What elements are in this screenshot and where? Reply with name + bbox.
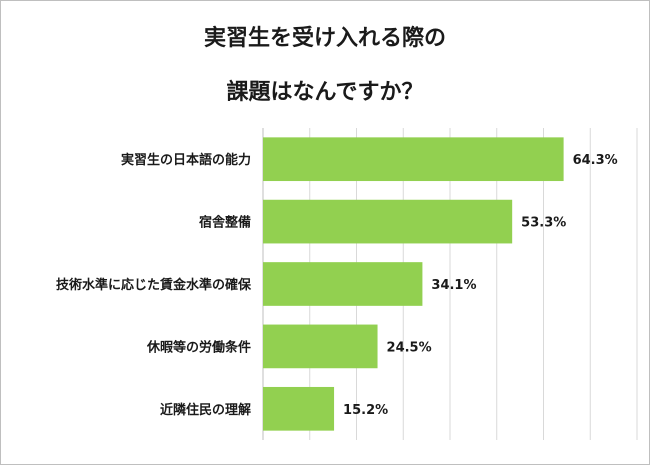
bar <box>263 262 423 306</box>
bar <box>263 324 378 369</box>
category-label: 実習生の日本語の能力 <box>121 152 251 168</box>
category-label: 技術水準に応じた賃金水準の確保 <box>56 277 252 293</box>
category-label: 宿舎整備 <box>199 215 251 231</box>
data-label: 15.2% <box>343 403 388 418</box>
category-label: 休暇等の労働条件 <box>146 339 251 355</box>
bar <box>263 199 513 244</box>
chart-subtitle: 課題はなんですか？ <box>226 80 424 105</box>
bar <box>263 386 335 431</box>
data-label: 64.3% <box>573 153 618 168</box>
data-label: 53.3% <box>521 216 566 231</box>
category-label: 近隣住民の理解 <box>160 402 251 418</box>
data-label: 34.1% <box>431 278 476 293</box>
chart-title: 実習生を受け入れる際の <box>203 26 446 51</box>
data-label: 24.5% <box>387 340 432 355</box>
bar <box>263 137 564 182</box>
